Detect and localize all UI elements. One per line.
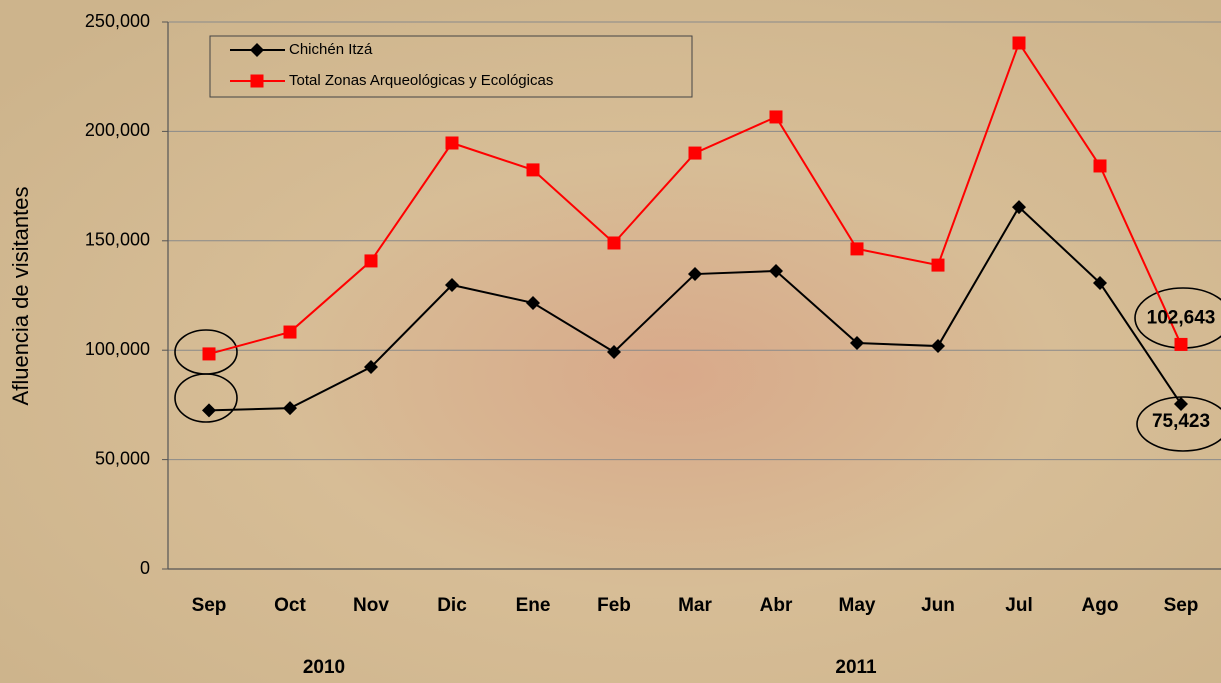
x-tick-label: Ene — [516, 595, 551, 616]
legend-label: Chichén Itzá — [289, 41, 373, 58]
data-label: 102,643 — [1147, 307, 1216, 328]
data-label: 75,423 — [1152, 411, 1210, 432]
marker — [1013, 37, 1026, 50]
marker — [203, 347, 216, 360]
x-tick-label: Dic — [437, 595, 467, 616]
x-tick-label: Oct — [274, 595, 306, 616]
x-tick-label: Jul — [1005, 595, 1032, 616]
marker — [365, 254, 378, 267]
marker — [527, 163, 540, 176]
marker — [1094, 159, 1107, 172]
chart: Afluencia de visitantes 2010 2011 0 50,00… — [0, 0, 1221, 683]
marker — [851, 242, 864, 255]
x-tick-label: Mar — [678, 595, 712, 616]
x-tick-label: May — [839, 595, 876, 616]
marker — [608, 236, 621, 249]
y-tick-label: 250,000 — [85, 11, 150, 31]
marker — [689, 147, 702, 160]
legend-label: Total Zonas Arqueológicas y Ecológicas — [289, 72, 553, 89]
y-tick-label: 100,000 — [85, 339, 150, 359]
x-tick-label: Abr — [760, 595, 793, 616]
page: {"chart_data": {"type": "line", "y_label… — [0, 0, 1221, 683]
y-tick-label: 50,000 — [95, 448, 150, 468]
marker — [932, 259, 945, 272]
marker — [1175, 338, 1188, 351]
x-tick-label: Feb — [597, 595, 631, 616]
year-label: 2010 — [303, 657, 345, 678]
marker — [284, 326, 297, 339]
x-tick-label: Sep — [1164, 595, 1199, 616]
y-axis-label: Afluencia de visitantes — [8, 187, 33, 406]
year-label: 2011 — [835, 657, 877, 678]
x-tick-label: Nov — [353, 595, 389, 616]
x-tick-label: Sep — [192, 595, 227, 616]
x-tick-label: Jun — [921, 595, 955, 616]
x-tick-label: Ago — [1082, 595, 1119, 616]
y-tick-label: 150,000 — [85, 230, 150, 250]
y-tick-label: 200,000 — [85, 120, 150, 140]
y-tick-label: 0 — [140, 558, 150, 578]
marker — [446, 136, 459, 149]
marker — [770, 110, 783, 123]
background — [0, 0, 1221, 683]
legend-marker — [251, 75, 264, 88]
